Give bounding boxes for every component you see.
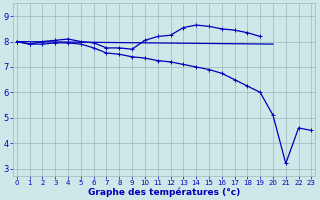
X-axis label: Graphe des températures (°c): Graphe des températures (°c) <box>88 187 240 197</box>
